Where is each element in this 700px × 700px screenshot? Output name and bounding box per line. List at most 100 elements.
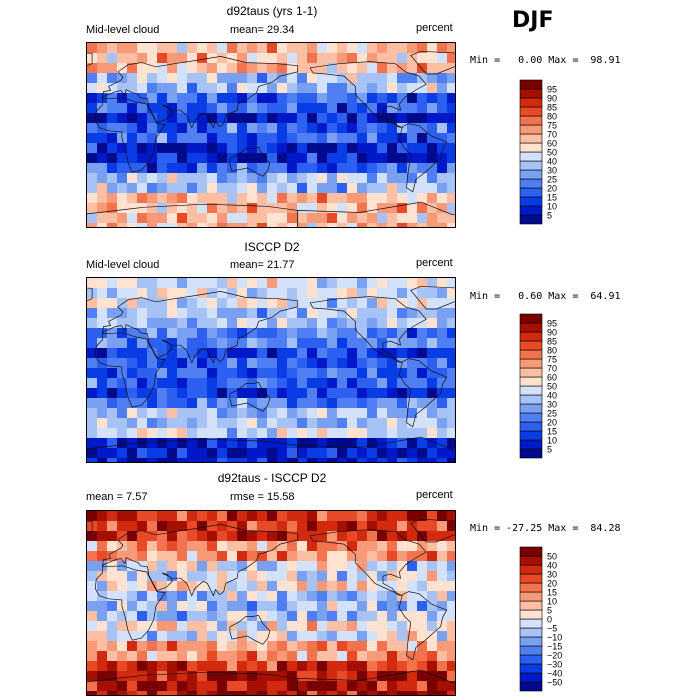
map-cell (187, 651, 198, 662)
map-cell (427, 73, 438, 84)
colorbar-bin (519, 322, 543, 333)
colorbar-tick-label: 10 (547, 202, 557, 212)
panel-1-variable-label: Mid-level cloud (86, 24, 160, 36)
map-cell (127, 631, 138, 642)
map-cell (417, 398, 428, 409)
map-cell (217, 428, 228, 439)
map-cell (127, 223, 138, 227)
map-cell (447, 651, 455, 662)
map-cell (307, 103, 318, 114)
map-cell (447, 223, 455, 227)
map-cell (97, 571, 108, 582)
map-cell (337, 671, 348, 682)
colorbar-bin (519, 654, 543, 665)
map-cell (247, 213, 258, 224)
map-cell (407, 288, 418, 299)
map-cell (287, 531, 298, 542)
map-cell (337, 43, 348, 54)
panel-3-units-label: percent (416, 489, 453, 501)
colorbar-tick-label: 15 (547, 193, 557, 203)
map-cell (147, 641, 158, 652)
map-cell (87, 408, 98, 419)
map-cell (387, 328, 398, 339)
map-cell (377, 671, 388, 682)
map-cell (447, 163, 455, 174)
map-cell (127, 203, 138, 214)
map-cell (327, 691, 338, 695)
panel-2-units-label: percent (416, 257, 453, 269)
map-cell (127, 581, 138, 592)
map-cell (447, 203, 455, 214)
map-cell (137, 43, 148, 54)
map-cell (337, 438, 348, 449)
map-cell (317, 671, 328, 682)
map-cell (227, 193, 238, 204)
map-cell (357, 103, 368, 114)
map-cell (127, 133, 138, 144)
map-cell (197, 173, 208, 184)
map-cell (327, 43, 338, 54)
map-cell (267, 133, 278, 144)
map-cell (437, 418, 448, 429)
map-cell (427, 348, 438, 359)
map-cell (247, 183, 258, 194)
map-cell (367, 143, 378, 154)
map-cell (407, 103, 418, 114)
map-cell (127, 661, 138, 672)
map-cell (117, 348, 128, 359)
map-cell (97, 113, 108, 124)
map-cell (227, 418, 238, 429)
map-cell (167, 571, 178, 582)
map-cell (307, 308, 318, 319)
map-cell (307, 298, 318, 309)
panel-3-minmax: Min = -27.25 Max = 84.28 (470, 523, 621, 534)
map-cell (297, 378, 308, 389)
map-cell (157, 163, 168, 174)
map-cell (387, 531, 398, 542)
panel-3-colorbar: −50 −40 −30 −20 −15 −10 −5 0 5 10 15 20 30 40 50 (519, 545, 600, 695)
map-cell (237, 43, 248, 54)
map-cell (117, 288, 128, 299)
map-cell (347, 398, 358, 409)
map-cell (197, 83, 208, 94)
map-cell (427, 511, 438, 522)
map-cell (297, 288, 308, 299)
map-cell (267, 308, 278, 319)
map-cell (337, 651, 348, 662)
map-cell (127, 83, 138, 94)
map-cell (247, 103, 258, 114)
map-cell (167, 408, 178, 419)
map-cell (317, 651, 328, 662)
map-cell (107, 278, 118, 289)
map-cell (337, 551, 348, 562)
map-cell (87, 398, 98, 409)
map-cell (137, 521, 148, 532)
map-cell (87, 621, 98, 632)
map-cell (397, 203, 408, 214)
map-cell (147, 43, 158, 54)
map-cell (87, 418, 98, 429)
colorbar-bin (519, 555, 543, 566)
map-cell (137, 651, 148, 662)
map-cell (147, 611, 158, 622)
map-cell (447, 358, 455, 369)
map-cell (437, 298, 448, 309)
map-cell (377, 681, 388, 692)
map-cell (387, 53, 398, 64)
map-cell (307, 561, 318, 572)
map-cell (427, 203, 438, 214)
map-cell (207, 73, 218, 84)
colorbar-tick-label: −10 (547, 633, 562, 643)
map-cell (337, 223, 348, 227)
map-cell (237, 378, 248, 389)
map-cell (377, 163, 388, 174)
map-cell (147, 173, 158, 184)
map-cell (217, 298, 228, 309)
map-cell (307, 328, 318, 339)
map-cell (357, 213, 368, 224)
map-cell (377, 173, 388, 184)
map-cell (117, 328, 128, 339)
map-cell (407, 223, 418, 227)
map-cell (377, 213, 388, 224)
